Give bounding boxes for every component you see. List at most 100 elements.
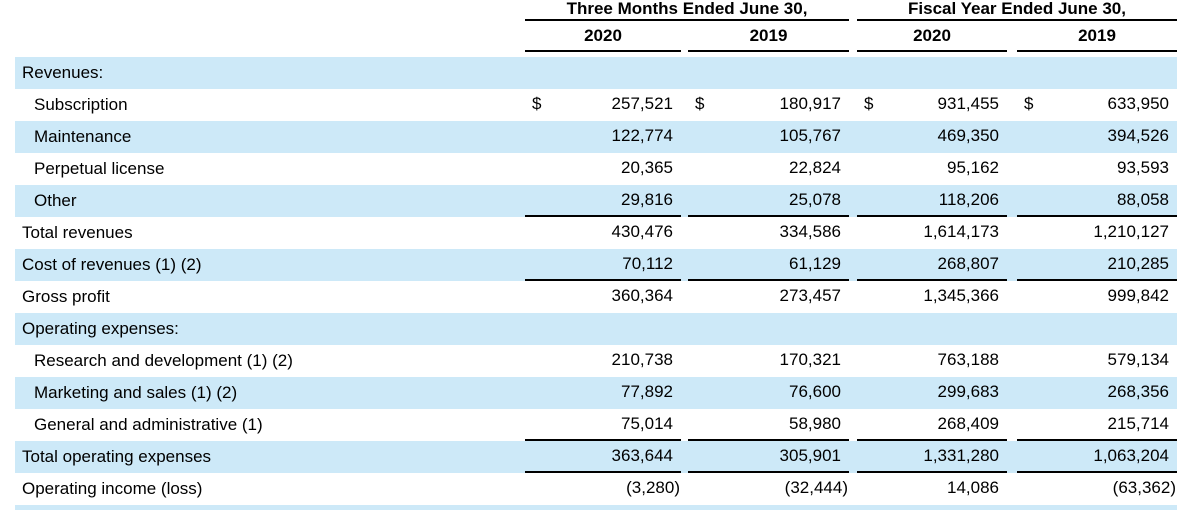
cell-value: 999,842 (1107, 286, 1169, 305)
column-gap (849, 57, 857, 89)
column-gap (849, 473, 857, 505)
column-gap (681, 377, 688, 409)
value-cell-q-2020: 122,774 (525, 121, 681, 153)
column-gap (1007, 185, 1017, 217)
cell-value: 14,086 (947, 478, 999, 497)
value-cell-fy-2019: 93,593 (1017, 153, 1177, 185)
cell-value: 1,210,127 (1093, 222, 1169, 241)
cell-value: 170,321 (779, 350, 841, 369)
cell-value: 1,614,173 (923, 222, 999, 241)
cell-value: 257,521 (611, 94, 673, 113)
year-header-row: 2020 2019 2020 2019 (15, 21, 1177, 52)
value-cell-q-2019: $ 180,917 (688, 89, 849, 121)
cell-value: 93,593 (1117, 158, 1169, 177)
value-cell-q-2019: 22,824 (688, 153, 849, 185)
cell-value: 70,112 (622, 254, 673, 273)
value-cell-q-2019: 61,129 (688, 249, 849, 281)
cell-value: 215,714 (1107, 414, 1169, 433)
period-header-row: Three Months Ended June 30, Fiscal Year … (15, 0, 1177, 21)
table-row: Operating income (loss) (3,280) (32,444)… (15, 473, 1177, 505)
table-row: Marketing and sales (1) (2) 77,892 76,60… (15, 377, 1177, 409)
column-gap (1007, 121, 1017, 153)
table-row: Cost of revenues (1) (2) 70,112 61,129 2… (15, 249, 1177, 281)
dollar-sign: $ (1024, 94, 1034, 113)
column-gap (1007, 57, 1017, 89)
column-gap (681, 89, 688, 121)
value-cell-fy-2019: 999,842 (1017, 281, 1177, 313)
column-gap (849, 0, 857, 21)
cell-value: 763,188 (937, 350, 999, 369)
column-gap (681, 121, 688, 153)
value-cell-q-2020: 75,014 (525, 409, 681, 441)
value-cell-fy-2020: 268,807 (857, 249, 1007, 281)
cell-value: 268,409 (937, 414, 999, 433)
value-cell-q-2019 (688, 313, 849, 345)
income-statement-table: Three Months Ended June 30, Fiscal Year … (15, 0, 1177, 510)
cell-value: 61,129 (789, 254, 841, 273)
table-row: Subscription $ 257,521 $ 180,917 $ 931,4… (15, 89, 1177, 121)
row-label: Marketing and sales (1) (2) (34, 383, 238, 402)
cell-value: 305,901 (779, 446, 841, 465)
column-gap (681, 313, 688, 345)
value-cell-fy-2019: (63,362) (1017, 473, 1177, 505)
value-cell-fy-2020 (857, 313, 1007, 345)
cell-value: 273,457 (779, 286, 841, 305)
period-header-fiscal-year: Fiscal Year Ended June 30, (857, 0, 1177, 21)
column-gap (849, 281, 857, 313)
cell-value: 579,134 (1107, 350, 1169, 369)
value-cell-fy-2019: 1,210,127 (1017, 217, 1177, 249)
value-cell-q-2020: 70,112 (525, 249, 681, 281)
column-gap (681, 473, 688, 505)
column-gap (849, 249, 857, 281)
value-cell-q-2020: $ 257,521 (525, 89, 681, 121)
value-cell-fy-2019 (1017, 313, 1177, 345)
column-gap (1007, 473, 1017, 505)
value-cell-fy-2020: 469,350 (857, 121, 1007, 153)
cell-value: 1,063,204 (1093, 446, 1169, 465)
table-row: Operating expenses: (15, 313, 1177, 345)
value-cell-fy-2020: 1,614,173 (857, 217, 1007, 249)
column-gap (681, 249, 688, 281)
column-gap (1007, 249, 1017, 281)
value-cell-q-2019: 58,980 (688, 409, 849, 441)
value-cell-q-2019: 273,457 (688, 281, 849, 313)
row-label: Gross profit (22, 287, 110, 306)
cell-value: 25,078 (789, 190, 841, 209)
column-gap (681, 21, 688, 52)
value-cell-fy-2019: $ 633,950 (1017, 89, 1177, 121)
row-label: General and administrative (1) (34, 415, 263, 434)
dollar-sign: $ (864, 94, 874, 113)
value-cell-fy-2019: 268,356 (1017, 377, 1177, 409)
column-gap (849, 185, 857, 217)
value-cell-fy-2019: 394,526 (1017, 121, 1177, 153)
cell-value: 95,162 (947, 158, 999, 177)
cell-value: 58,980 (789, 414, 841, 433)
value-cell-fy-2020: $ 931,455 (857, 89, 1007, 121)
value-cell-q-2019: 76,600 (688, 377, 849, 409)
cell-value: 1,345,366 (923, 286, 999, 305)
cell-value: 931,455 (937, 94, 999, 113)
table-body: Revenues: Subscription $ 257,521 $ 180 (15, 57, 1177, 505)
cell-value: 299,683 (937, 382, 999, 401)
value-cell-q-2019: 170,321 (688, 345, 849, 377)
value-cell-q-2020: 430,476 (525, 217, 681, 249)
value-cell-fy-2020: 763,188 (857, 345, 1007, 377)
value-cell-q-2019 (688, 57, 849, 89)
value-cell-fy-2019 (1017, 57, 1177, 89)
row-label: Total revenues (22, 223, 133, 242)
column-gap (681, 409, 688, 441)
value-cell-q-2019: 105,767 (688, 121, 849, 153)
cell-value: 210,738 (611, 350, 673, 369)
year-header: 2020 (525, 21, 681, 52)
cell-value: 76,600 (789, 382, 841, 401)
cell-value: 268,807 (937, 254, 999, 273)
row-label: Subscription (34, 95, 128, 114)
column-gap (849, 441, 857, 473)
value-cell-fy-2020: 299,683 (857, 377, 1007, 409)
column-gap (681, 345, 688, 377)
year-header: 2020 (857, 21, 1007, 52)
value-cell-fy-2019: 215,714 (1017, 409, 1177, 441)
column-gap (849, 377, 857, 409)
value-cell-fy-2019: 579,134 (1017, 345, 1177, 377)
column-gap (681, 185, 688, 217)
